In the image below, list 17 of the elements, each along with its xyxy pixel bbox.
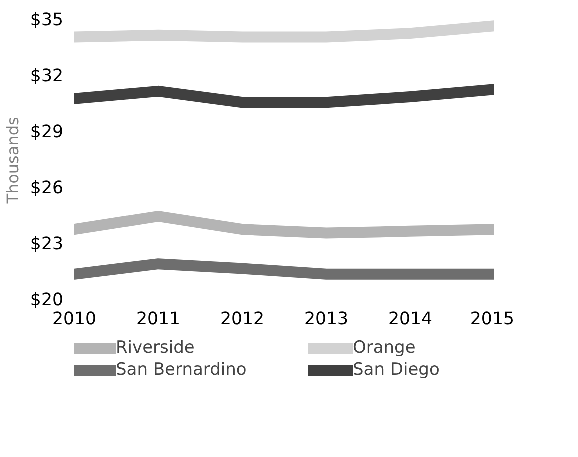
legend-label: San Bernardino xyxy=(116,360,248,380)
legend-label: Riverside xyxy=(116,338,196,358)
x-tick-label: 2015 xyxy=(470,310,515,330)
y-tick-label: $23 xyxy=(30,234,64,254)
y-tick-label: $29 xyxy=(30,122,64,142)
x-tick-label: 2010 xyxy=(52,310,97,330)
y-axis-title: Thousands xyxy=(3,117,22,205)
x-tick-label: 2012 xyxy=(220,310,265,330)
y-tick-label: $26 xyxy=(30,178,64,198)
y-tick-label: $35 xyxy=(30,10,64,30)
legend-label: Orange xyxy=(353,338,417,358)
y-tick-label: $32 xyxy=(30,66,64,86)
x-tick-label: 2014 xyxy=(388,310,433,330)
y-tick-label: $20 xyxy=(30,290,64,310)
x-tick-label: 2013 xyxy=(304,310,349,330)
legend-label: San Diego xyxy=(353,360,441,380)
x-tick-label: 2011 xyxy=(136,310,181,330)
